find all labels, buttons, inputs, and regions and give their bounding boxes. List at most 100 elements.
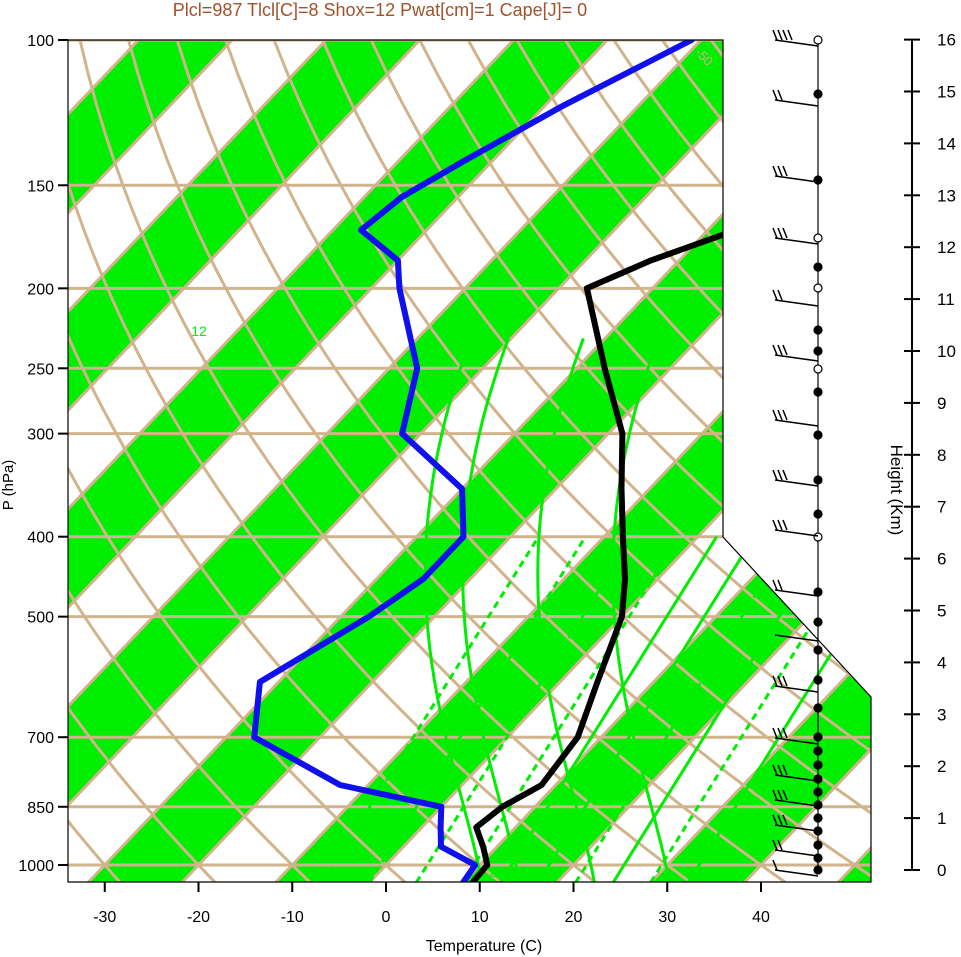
chart-title: Plcl=987 Tlcl[C]=8 Shox=12 Pwat[cm]=1 Ca… bbox=[173, 0, 587, 20]
y-tick-label: 500 bbox=[27, 610, 54, 627]
y-tick-label: 300 bbox=[27, 427, 54, 444]
dry-adiabat bbox=[68, 40, 137, 882]
barb-station-marker bbox=[813, 840, 823, 850]
dry-adiabat bbox=[68, 40, 522, 882]
moist-adiabat bbox=[536, 337, 596, 882]
wind-barb-feather bbox=[772, 89, 778, 101]
barb-station-marker bbox=[813, 233, 823, 243]
wind-barb-feather bbox=[782, 814, 788, 826]
wind-barb-feather bbox=[782, 764, 788, 776]
mixing-ratio-label: 8 bbox=[490, 864, 498, 880]
wind-barb bbox=[774, 419, 819, 427]
y-axis-label: P (hPa) bbox=[0, 460, 17, 511]
wind-barb-feather bbox=[777, 409, 783, 421]
barb-station-marker bbox=[813, 387, 823, 397]
wind-barb-feather bbox=[787, 29, 793, 41]
isotherm-line bbox=[446, 40, 871, 882]
x-tick-label: -10 bbox=[281, 909, 304, 926]
x-tick-label: 10 bbox=[471, 909, 489, 926]
wind-barb-feather bbox=[777, 469, 783, 481]
wind-barb-feather bbox=[782, 409, 788, 421]
dry-adiabat bbox=[68, 40, 233, 882]
isotherm-band bbox=[68, 40, 644, 882]
wind-barb-feather bbox=[777, 764, 783, 776]
wind-barb bbox=[774, 99, 819, 107]
barb-station-marker bbox=[813, 760, 823, 770]
isotherm-line bbox=[68, 40, 738, 882]
moist-adiabat bbox=[461, 337, 521, 882]
dry-adiabat bbox=[68, 40, 426, 882]
wind-barb-feather bbox=[777, 675, 783, 687]
wind-barb-feather bbox=[782, 519, 788, 531]
wind-barb bbox=[774, 824, 819, 832]
wind-barb-feather bbox=[777, 839, 783, 851]
barb-station-marker bbox=[813, 774, 823, 784]
isotherm-band bbox=[68, 40, 831, 882]
y-tick-label: 700 bbox=[27, 730, 54, 747]
barb-station-marker bbox=[813, 325, 823, 335]
y-tick-label: 200 bbox=[27, 281, 54, 298]
barb-station-marker bbox=[813, 532, 823, 542]
mixing-ratio-line bbox=[499, 535, 718, 882]
mixing-ratio-line bbox=[574, 535, 793, 882]
height-tick-label: 0 bbox=[937, 861, 946, 880]
wind-barb-feather bbox=[772, 344, 778, 356]
x-tick-label: 40 bbox=[752, 909, 770, 926]
isotherm-line bbox=[68, 40, 363, 882]
mixing-ratio-label: 16 bbox=[262, 323, 278, 339]
wind-barb-feather bbox=[772, 859, 778, 871]
mixing-ratio-label: 32 bbox=[650, 323, 666, 339]
wind-barb-feather bbox=[777, 29, 783, 41]
wind-barb-feather bbox=[777, 227, 783, 239]
wind-barb-feather bbox=[782, 675, 788, 687]
wind-barb-feather bbox=[772, 727, 778, 739]
y-tick-label: 150 bbox=[27, 178, 54, 195]
height-tick-label: 1 bbox=[937, 809, 946, 828]
mixing-ratio-line bbox=[321, 535, 540, 882]
x-tick-label: 0 bbox=[382, 909, 391, 926]
height-tick-label: 14 bbox=[937, 134, 956, 153]
x-tick-label: 30 bbox=[658, 909, 676, 926]
height-tick-label: 5 bbox=[937, 602, 946, 621]
isotherm-band bbox=[68, 40, 456, 882]
moist-adiabat bbox=[423, 337, 484, 882]
wind-barb-feather bbox=[782, 227, 788, 239]
wind-barb bbox=[774, 529, 819, 537]
dry-adiabat bbox=[117, 40, 811, 882]
y-tick-label: 850 bbox=[27, 800, 54, 817]
mixing-ratio-label: 12 bbox=[191, 323, 207, 339]
wind-barb-feather bbox=[777, 579, 783, 591]
barb-station-marker bbox=[813, 675, 823, 685]
isotherm-line bbox=[633, 40, 871, 882]
height-axis-label: Height (Km) bbox=[887, 445, 906, 536]
height-tick-label: 11 bbox=[937, 290, 955, 309]
isotherm-line bbox=[164, 40, 871, 882]
x-tick-label: -20 bbox=[187, 909, 210, 926]
wind-barb bbox=[774, 849, 819, 857]
barb-station-marker bbox=[813, 813, 823, 823]
wind-barb-feather bbox=[772, 519, 778, 531]
wind-barb-feather bbox=[782, 727, 788, 739]
mixing-ratio-line bbox=[368, 535, 587, 882]
wind-barb bbox=[774, 589, 819, 597]
isotherm-line bbox=[68, 40, 270, 882]
isotherm-line bbox=[68, 40, 645, 882]
barb-station-marker bbox=[813, 283, 823, 293]
wind-barb bbox=[774, 799, 819, 807]
x-tick-label: 20 bbox=[565, 909, 583, 926]
wind-barb bbox=[774, 479, 819, 487]
barb-station-marker bbox=[813, 430, 823, 440]
barb-station-marker bbox=[813, 746, 823, 756]
barb-station-marker bbox=[813, 262, 823, 272]
wind-barb bbox=[774, 685, 819, 693]
y-tick-label: 1000 bbox=[18, 858, 54, 875]
barb-station-marker bbox=[813, 787, 823, 797]
dry-adiabat bbox=[212, 40, 871, 882]
moist-adiabat bbox=[611, 337, 671, 882]
mixing-ratio-label: 3 bbox=[361, 864, 369, 880]
wind-barb-feather bbox=[772, 839, 778, 851]
wind-barb-feather bbox=[777, 814, 783, 826]
wind-barb-feather bbox=[772, 789, 778, 801]
mixing-ratio-line bbox=[414, 535, 634, 882]
